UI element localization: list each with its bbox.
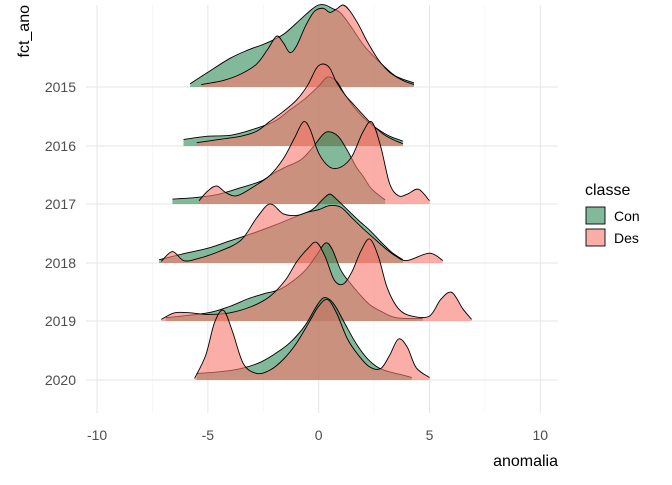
y-tick-label: 2016 [45,138,76,154]
y-tick-label: 2017 [45,196,76,212]
y-tick-label: 2019 [45,313,76,329]
ridge-line-des-2015 [201,4,415,85]
ridge-line-con-2020 [196,297,412,378]
ridge-area-des-2019 [161,238,472,321]
legend-key-des [585,228,606,247]
ridge-line-des-2020 [194,299,430,379]
ridge-area-des-2017 [199,121,430,204]
legend-label-des: Des [614,230,639,246]
legend-label-con: Con [614,208,640,224]
legend-key-con [585,206,606,225]
x-tick-label: 0 [315,427,323,443]
y-tick-label: 2020 [45,372,76,388]
ridge-area-des-2016 [196,64,403,146]
x-tick-label: 5 [426,427,434,443]
ridge-layer [159,4,472,380]
x-tick-label: 10 [532,427,548,443]
y-axis-title: fct_ano [16,5,33,58]
ridge-line-des-2018 [161,203,444,262]
legend: classe Con Des [585,182,640,247]
x-tick-label: -5 [202,427,215,443]
y-tick-label: 2015 [45,79,76,95]
ridge-area-des-2015 [201,4,414,87]
y-tick-label: 2018 [45,255,76,271]
axis-layer: -10 -5 0 5 10 2015 2016 2017 2018 2019 2020 anomali… [16,5,558,470]
x-axis-title: anomalia [493,453,558,470]
x-tick-label: -10 [87,427,107,443]
ridge-line-con-2018 [159,193,404,261]
ridge-line-des-2017 [198,121,430,202]
ridge-area-des-2020 [194,299,430,380]
legend-title: classe [585,182,630,199]
ridge-line-des-2019 [161,238,472,320]
